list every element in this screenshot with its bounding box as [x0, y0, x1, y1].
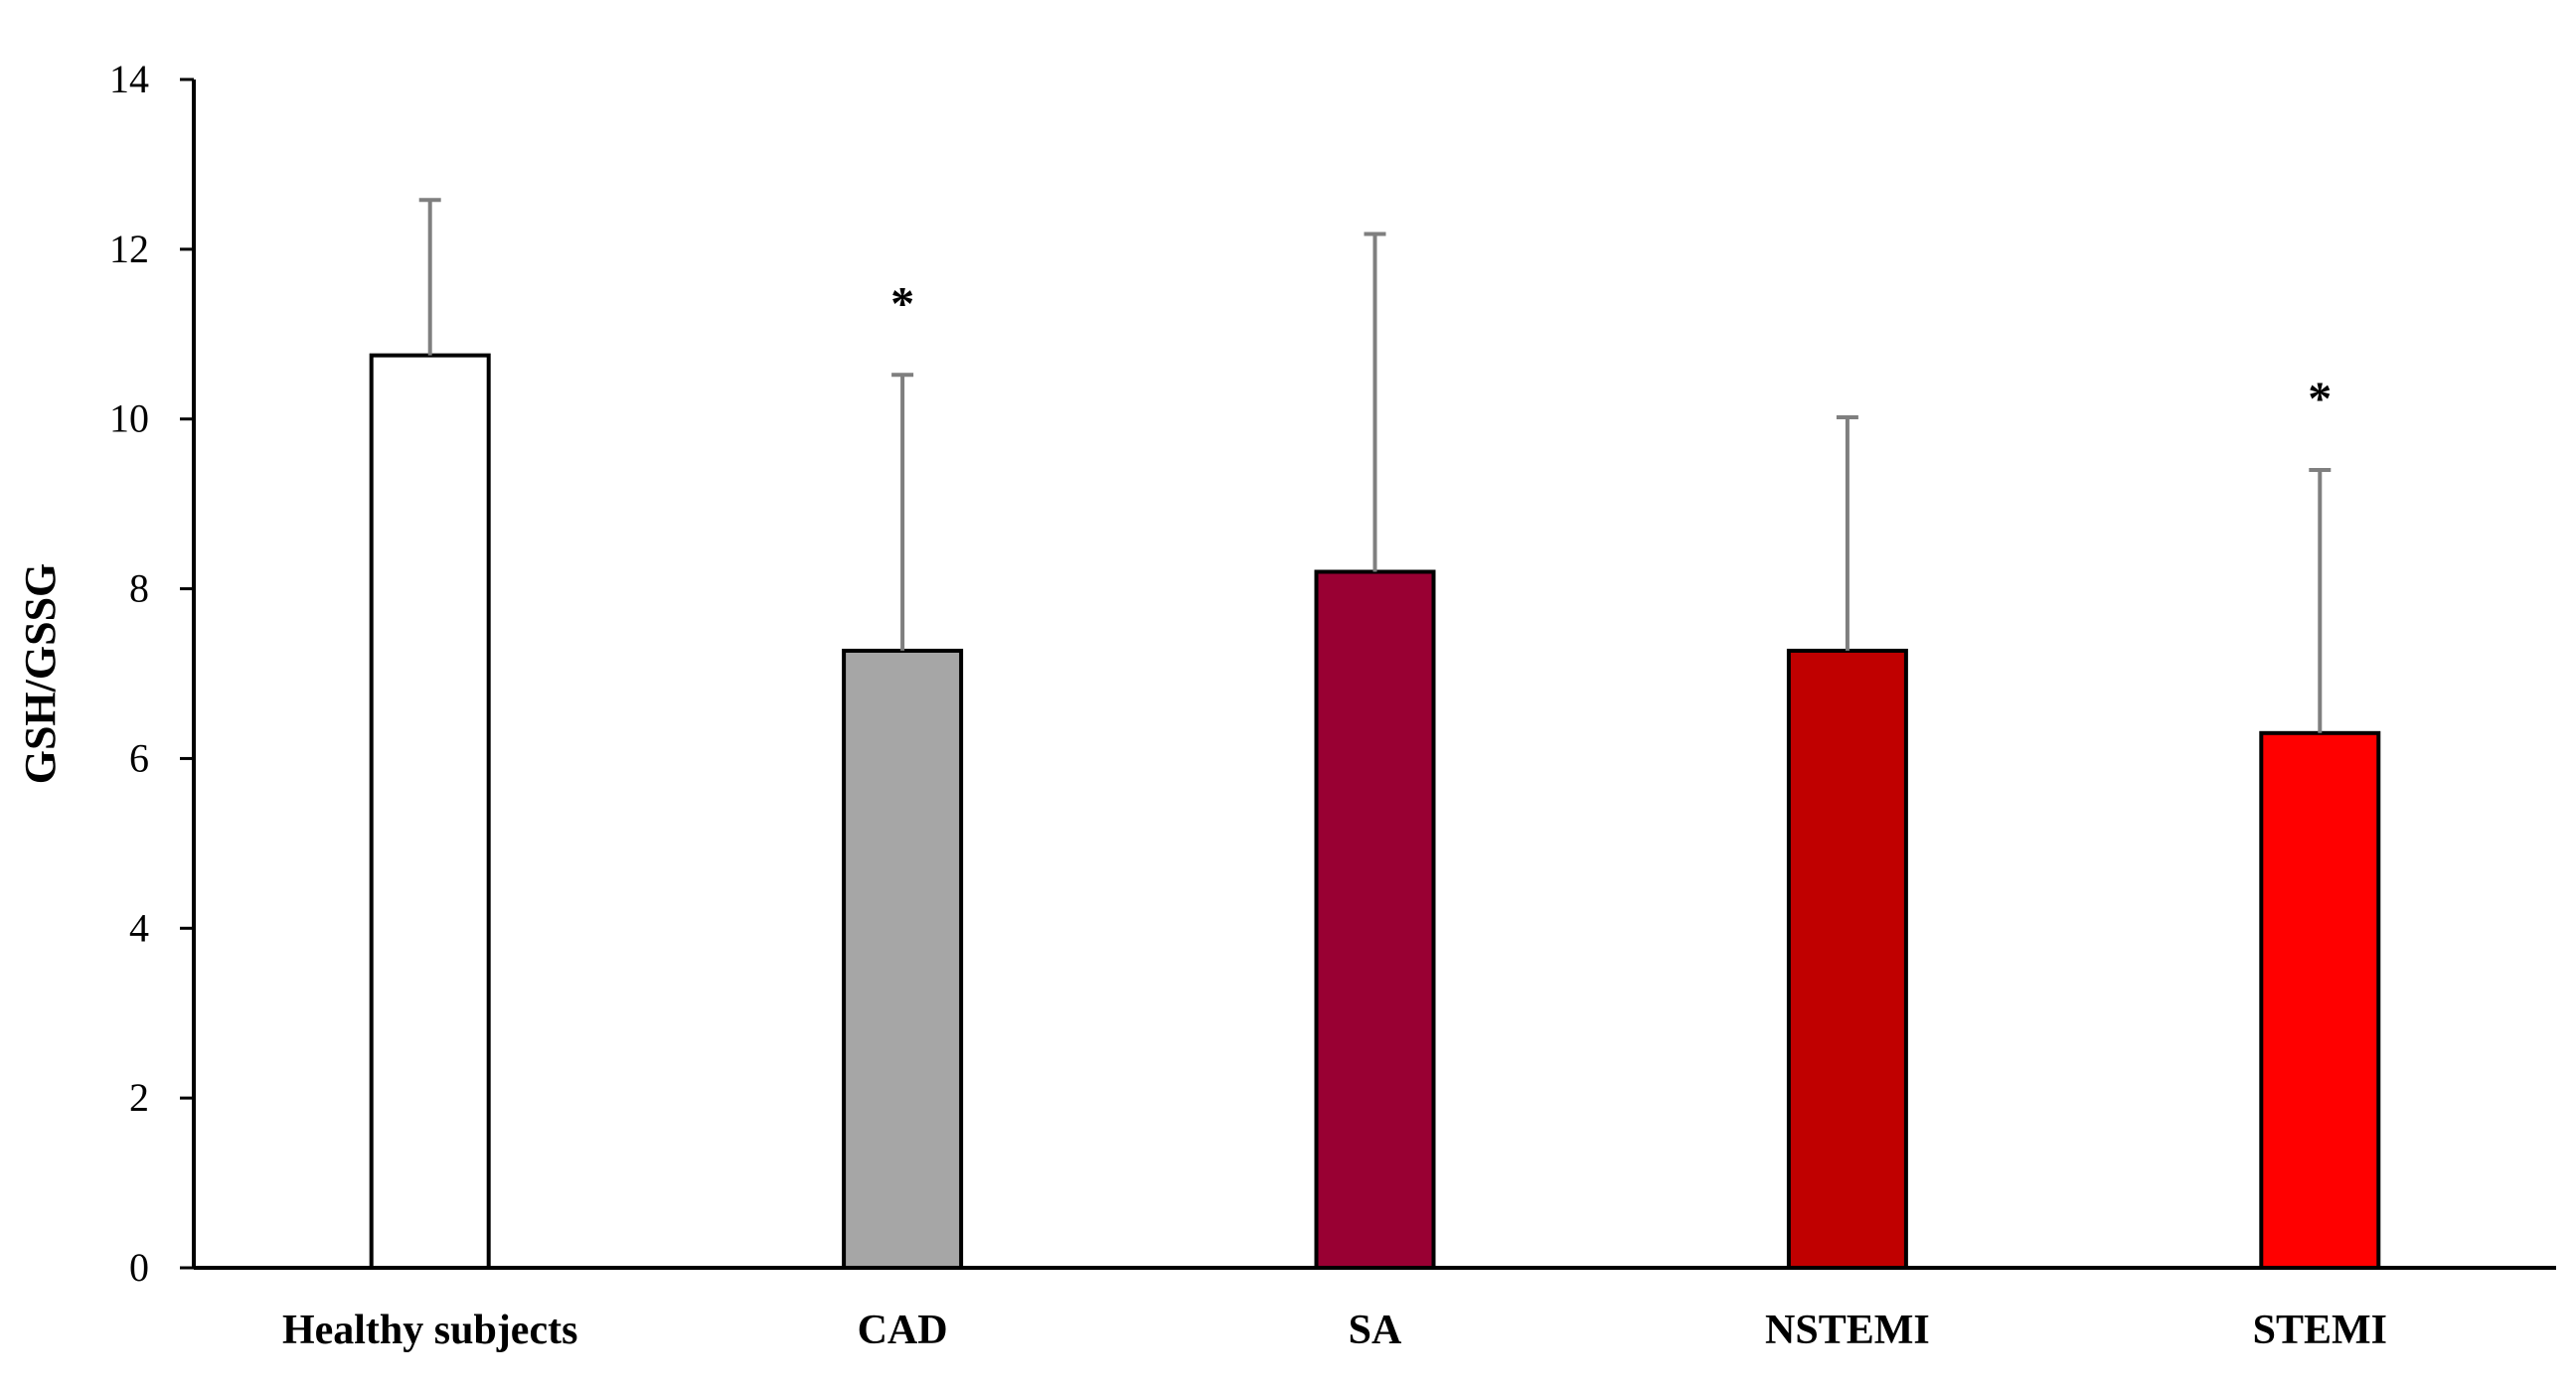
x-category-label: NSTEMI	[1765, 1308, 1930, 1353]
x-category-label: CAD	[858, 1308, 948, 1353]
y-tick-label: 8	[129, 566, 149, 611]
y-tick-label: 0	[129, 1245, 149, 1290]
significance-marker: *	[2308, 373, 2332, 425]
bar	[1786, 648, 1908, 1270]
y-ticks-group: 0 2 4 6 8 10 12 14	[109, 57, 194, 1290]
x-labels-group: Healthy subjects CAD SA NSTEMI STEMI	[282, 1308, 2387, 1353]
y-tick-label: 6	[129, 735, 149, 780]
y-tick-label: 14	[109, 57, 149, 101]
x-category-label: Healthy subjects	[282, 1308, 578, 1353]
y-tick-label: 10	[109, 396, 149, 441]
bar	[369, 353, 491, 1270]
x-category-label: SA	[1349, 1308, 1402, 1353]
y-tick-label: 12	[109, 227, 149, 271]
significance-marker: *	[890, 277, 914, 330]
x-category-label: STEMI	[2253, 1308, 2387, 1353]
axes-group	[192, 79, 2556, 1270]
bar	[1314, 569, 1436, 1270]
y-tick-label: 4	[129, 905, 149, 950]
y-tick-label: 2	[129, 1075, 149, 1120]
bar	[842, 648, 964, 1270]
error-bars-group	[418, 198, 2332, 733]
bar	[2259, 730, 2381, 1270]
y-axis-title: GSH/GSSG	[16, 563, 65, 785]
significance-group: **	[890, 277, 2332, 425]
